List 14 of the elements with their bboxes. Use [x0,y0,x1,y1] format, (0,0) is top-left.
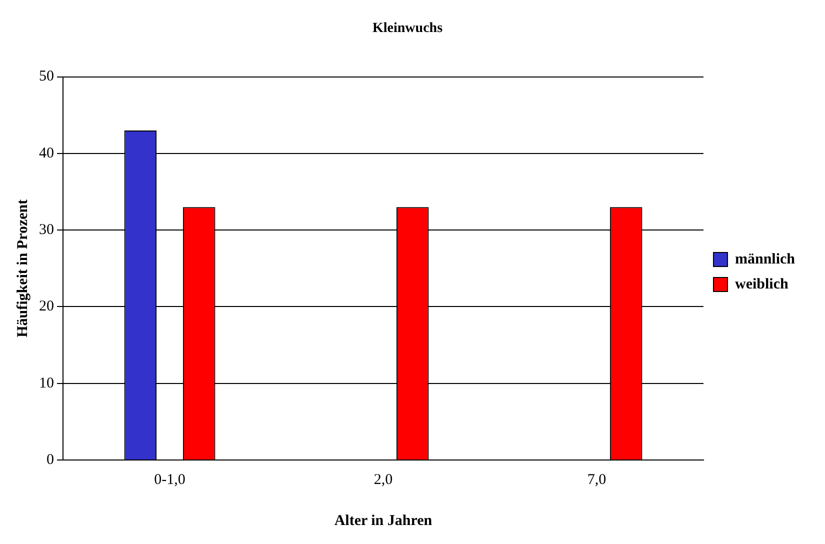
y-tick-label: 50 [39,68,54,85]
y-tick-label: 0 [46,452,54,468]
x-axis-title: Alter in Jahren [334,512,433,529]
y-axis-title: Häufigkeit in Prozent [14,199,31,338]
legend-label: weiblich [734,276,789,292]
x-tick-label: 7,0 [587,472,606,488]
x-tick-label: 2,0 [374,472,393,488]
y-tick-label: 40 [39,145,54,162]
chart-title: Kleinwuchs [372,21,444,36]
legend-label: männlich [734,251,796,268]
y-tick-label: 20 [39,298,54,315]
y-tick-label: 30 [39,222,54,238]
x-tick-label: 0-1,0 [154,472,186,488]
y-tick-label: 10 [39,375,54,392]
